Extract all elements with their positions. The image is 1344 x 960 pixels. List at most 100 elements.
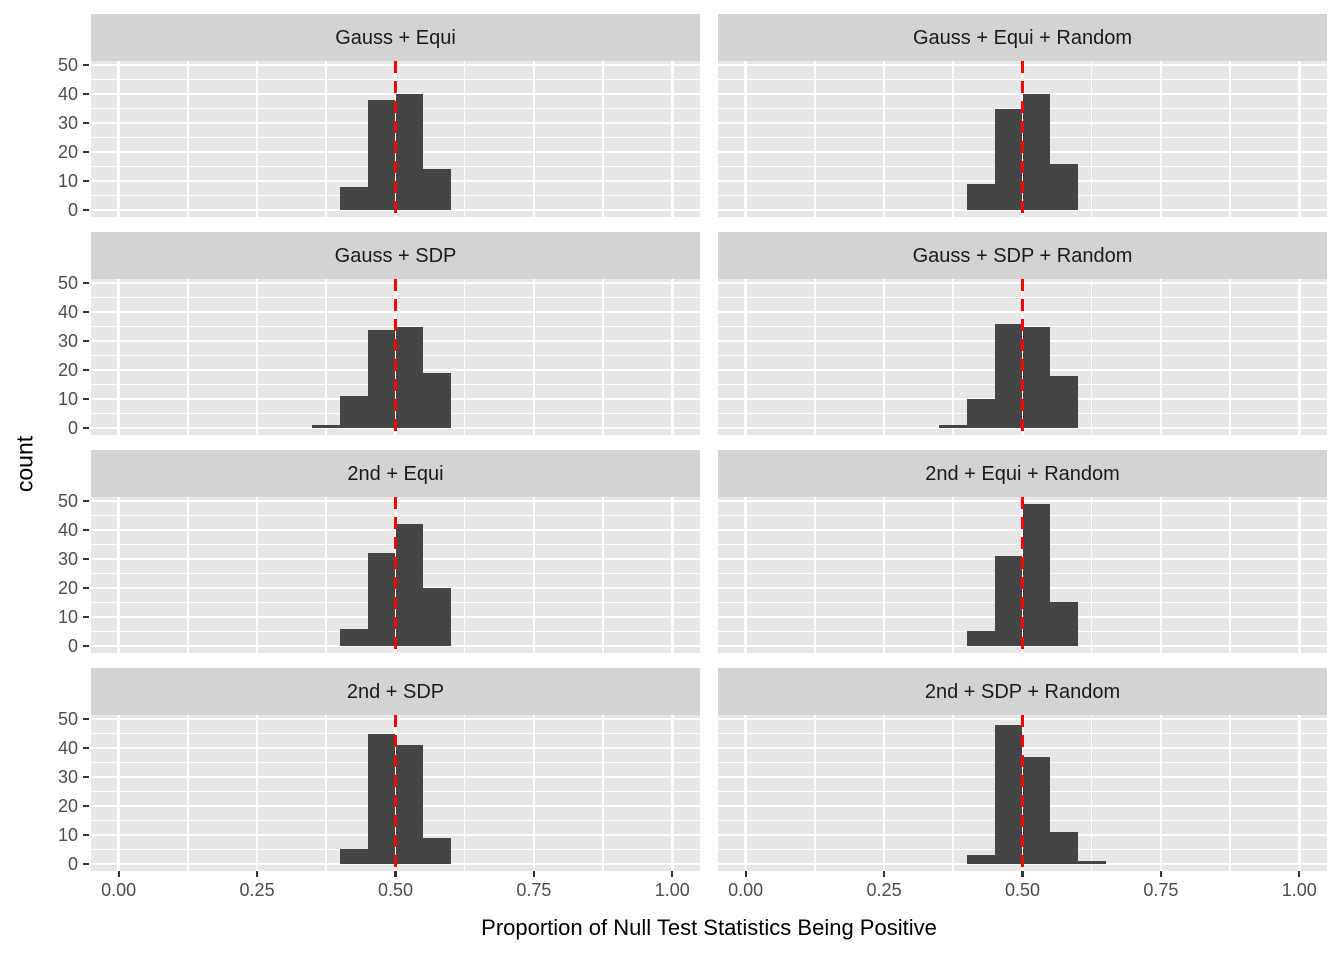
gridline-x-minor	[1090, 279, 1093, 435]
facet-strip-label: Gauss + Equi	[335, 26, 456, 49]
y-axis-tick-label: 50	[57, 273, 78, 294]
y-axis-tick-label: 10	[57, 388, 78, 409]
y-axis-tick-label: 20	[57, 360, 78, 381]
histogram-bar	[367, 733, 396, 864]
reference-line	[1021, 497, 1024, 653]
gridline-x-minor	[602, 61, 604, 217]
y-axis-tick-mark	[83, 747, 89, 750]
gridline-x-major	[255, 279, 259, 435]
histogram-bar	[1022, 756, 1051, 864]
gridline-x-major	[744, 715, 747, 871]
y-axis-tick-mark	[83, 615, 89, 619]
histogram-bar	[395, 94, 424, 210]
histogram-bar	[423, 169, 451, 210]
y-axis-tick-mark	[83, 179, 89, 183]
x-axis-tick-label: 0.75	[1143, 880, 1179, 900]
gridline-x-major	[744, 497, 747, 653]
facet-strip: Gauss + SDP	[91, 232, 700, 279]
y-axis-tick-label: 0	[67, 853, 78, 874]
gridline-x-minor	[602, 279, 604, 435]
gridline-x-minor	[187, 715, 189, 871]
histogram-bar	[1022, 94, 1051, 210]
histogram-bar	[1050, 832, 1078, 864]
y-axis-tick-mark	[83, 586, 89, 590]
facet-panel	[91, 279, 700, 435]
histogram-bar	[340, 186, 368, 210]
histogram-bar	[967, 855, 995, 864]
gridline-x-minor	[463, 715, 466, 871]
gridline-x-major	[1159, 279, 1163, 435]
x-axis-tick-mark	[671, 871, 674, 877]
facet-strip: 2nd + SDP + Random	[718, 668, 1327, 715]
histogram-bar	[312, 425, 341, 428]
x-axis-tick-label: 0.00	[728, 880, 764, 900]
y-axis-tick-label: 20	[57, 578, 78, 599]
histogram-bar	[967, 398, 995, 428]
facet-strip: Gauss + Equi + Random	[718, 14, 1327, 61]
x-axis-tick-label: 1.00	[654, 880, 690, 900]
histogram-bar	[423, 837, 451, 864]
histogram-bar	[967, 631, 995, 646]
gridline-x-major	[255, 497, 259, 653]
histogram-bar	[395, 326, 424, 428]
x-axis-tick-label: 0.75	[516, 880, 552, 900]
gridline-x-major	[1298, 61, 1301, 217]
y-axis-tick-mark	[83, 121, 89, 125]
y-axis-tick-mark	[83, 500, 89, 503]
y-axis-tick-label: 30	[57, 113, 78, 134]
histogram-bar	[340, 396, 368, 428]
y-axis-tick-label: 50	[57, 491, 78, 512]
histogram-bar	[395, 745, 424, 864]
gridline-x-minor	[325, 715, 328, 871]
gridline-x-minor	[187, 61, 189, 217]
y-axis-tick-label: 20	[57, 796, 78, 817]
facet-strip-label: 2nd + Equi + Random	[925, 462, 1120, 485]
y-axis-tick-label: 10	[57, 170, 78, 191]
histogram-bar	[939, 425, 968, 428]
gridline-x-major	[532, 715, 536, 871]
y-axis-tick-label: 40	[57, 738, 78, 759]
gridline-x-major	[255, 61, 259, 217]
histogram-bar	[1022, 504, 1051, 646]
gridline-x-minor	[602, 715, 604, 871]
histogram-bar	[1050, 375, 1078, 428]
x-axis-tick-mark	[394, 871, 397, 877]
facet-strip: 2nd + Equi	[91, 450, 700, 497]
x-axis-tick-mark	[1159, 871, 1162, 877]
histogram-bar	[994, 724, 1023, 864]
gridline-x-major	[1159, 715, 1163, 871]
facet-strip: 2nd + Equi + Random	[718, 450, 1327, 497]
x-axis-tick-label: 0.00	[101, 880, 137, 900]
gridline-x-major	[532, 497, 536, 653]
y-axis-tick-label: 0	[67, 199, 78, 220]
reference-line	[1021, 279, 1024, 435]
facet-strip: Gauss + Equi	[91, 14, 700, 61]
histogram-bar	[1022, 326, 1051, 428]
facet-strip-label: 2nd + Equi	[347, 462, 444, 485]
histogram-bar	[340, 849, 368, 864]
gridline-x-major	[532, 279, 536, 435]
x-axis-tick-mark	[532, 871, 535, 877]
gridline-x-minor	[952, 61, 955, 217]
gridline-x-minor	[325, 279, 328, 435]
gridline-x-major	[1159, 497, 1163, 653]
facet-strip: 2nd + SDP	[91, 668, 700, 715]
y-axis-tick-mark	[83, 64, 89, 67]
y-axis-tick-label: 10	[57, 606, 78, 627]
gridline-x-minor	[325, 61, 328, 217]
histogram-bar	[994, 108, 1023, 210]
reference-line	[1021, 61, 1024, 217]
facet-panel	[91, 715, 700, 871]
facet-panel	[91, 497, 700, 653]
histogram-bar	[1050, 602, 1078, 646]
reference-line	[394, 715, 397, 871]
gridline-x-major	[671, 497, 674, 653]
y-axis-tick-mark	[83, 862, 89, 865]
gridline-x-major	[117, 61, 120, 217]
y-axis-tick-mark	[83, 93, 89, 96]
y-axis-tick-mark	[83, 282, 89, 285]
facet-panel	[718, 715, 1327, 871]
gridline-x-minor	[602, 497, 604, 653]
gridline-x-major	[1298, 715, 1301, 871]
